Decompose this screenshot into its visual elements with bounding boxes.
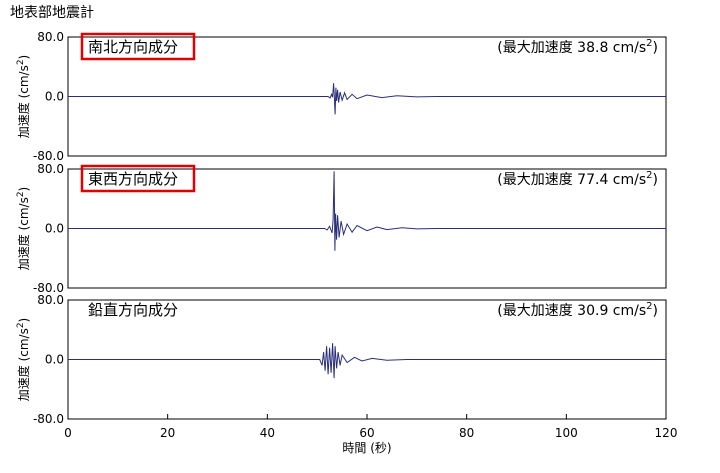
y-axis-label: 加速度 (cm/s2): [16, 55, 31, 139]
y-tick-label: 80.0: [37, 30, 64, 44]
component-label: 鉛直方向成分: [88, 301, 178, 319]
x-tick-label: 60: [359, 426, 374, 440]
y-tick-label: 0.0: [45, 90, 64, 104]
y-tick-label: 80.0: [37, 162, 64, 176]
x-tick-label: 40: [260, 426, 275, 440]
y-tick-label: 0.0: [45, 353, 64, 367]
highlight-box: [80, 164, 196, 193]
x-tick-label: 20: [160, 426, 175, 440]
peak-acceleration-label: (最大加速度 77.4 cm/s2): [497, 170, 658, 188]
waveform-line: [68, 171, 666, 251]
y-axis-label: 加速度 (cm/s2): [16, 187, 31, 271]
y-axis-label: 加速度 (cm/s2): [16, 318, 31, 402]
x-tick-label: 0: [64, 426, 72, 440]
x-tick-label: 100: [555, 426, 578, 440]
x-axis-label: 時間 (秒): [342, 441, 391, 455]
component-label: 南北方向成分: [88, 38, 178, 56]
peak-acceleration-label: (最大加速度 30.9 cm/s2): [497, 301, 658, 319]
y-tick-label: 0.0: [45, 222, 64, 236]
x-tick-label: 120: [655, 426, 678, 440]
highlight-box: [80, 32, 196, 61]
waveform-line: [68, 83, 666, 115]
figure-title: 地表部地震計: [10, 5, 94, 21]
y-tick-label: -80.0: [33, 281, 64, 295]
x-tick-label: 80: [459, 426, 474, 440]
y-tick-label: -80.0: [33, 412, 64, 426]
peak-acceleration-label: (最大加速度 38.8 cm/s2): [497, 38, 658, 56]
y-tick-label: -80.0: [33, 149, 64, 163]
y-tick-label: 80.0: [37, 293, 64, 307]
component-label: 東西方向成分: [88, 170, 178, 188]
waveform-line: [68, 343, 666, 379]
